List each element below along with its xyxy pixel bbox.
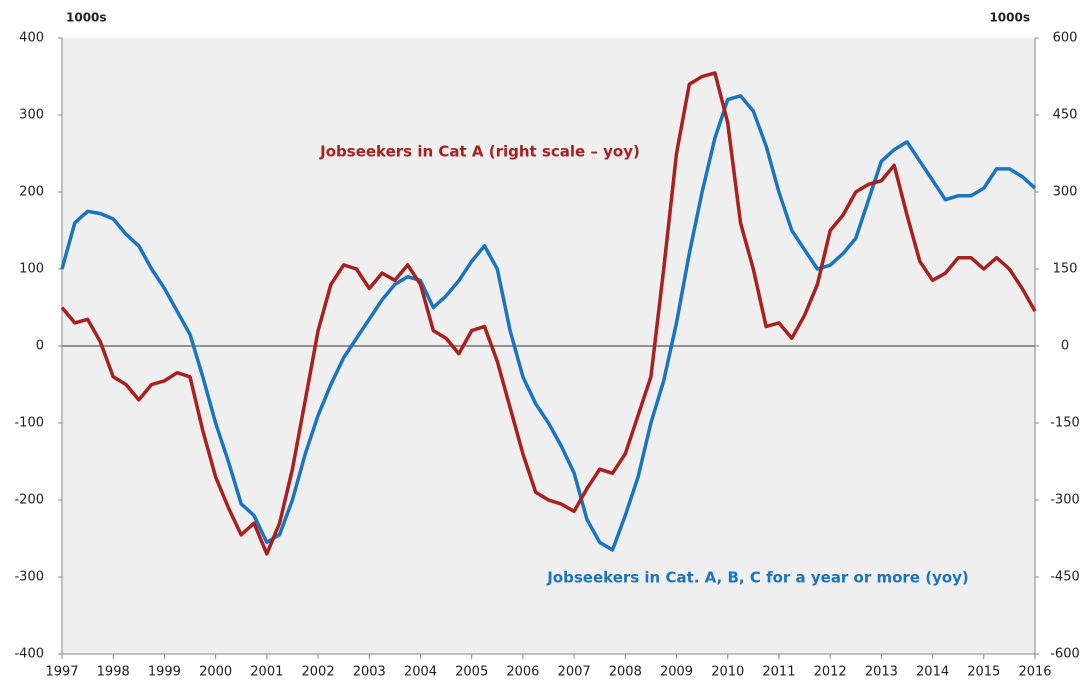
x-tick-label: 1998 <box>97 665 130 680</box>
y-unit: 1000s <box>66 11 107 25</box>
y-tick-label: -200 <box>14 493 44 508</box>
series-line <box>60 71 1037 556</box>
y-tick-label: 300 <box>19 108 44 123</box>
y-tick-label: 200 <box>19 185 44 200</box>
y2-unit: 1000s <box>989 11 1030 25</box>
y2-tick-label: -150 <box>1050 416 1080 431</box>
x-tick-label: 2016 <box>1018 665 1051 680</box>
x-tick-label: 2002 <box>302 665 335 680</box>
y-tick-label: -100 <box>14 416 44 431</box>
x-tick-label: 2006 <box>506 665 539 680</box>
x-tick-label: 2005 <box>455 665 488 680</box>
y-tick-label: 100 <box>19 262 44 277</box>
y2-tick-label: 600 <box>1053 31 1078 46</box>
y2-tick-label: -450 <box>1050 570 1080 585</box>
x-tick-label: 2012 <box>814 665 847 680</box>
y2-tick-label: -300 <box>1050 493 1080 508</box>
x-tick-label: 2011 <box>762 665 795 680</box>
y2-tick-label: -600 <box>1050 647 1080 662</box>
x-tick-label: 2007 <box>558 665 591 680</box>
x-tick-label: 2001 <box>250 665 283 680</box>
x-tick-label: 2010 <box>711 665 744 680</box>
x-tick-label: 2004 <box>404 665 437 680</box>
x-tick-label: 2015 <box>967 665 1000 680</box>
y-tick-label: -400 <box>14 647 44 662</box>
y2-tick-label: 0 <box>1061 339 1069 354</box>
y2-tick-label: 450 <box>1053 108 1078 123</box>
x-tick-label: 2009 <box>660 665 693 680</box>
y-tick-label: 400 <box>19 31 44 46</box>
x-tick-label: 1999 <box>148 665 181 680</box>
series-line <box>60 94 1037 552</box>
series-label: Jobseekers in Cat. A, B, C for a year or… <box>546 569 969 587</box>
y-tick-label: -300 <box>14 570 44 585</box>
x-tick-label: 2013 <box>865 665 898 680</box>
x-tick-label: 2008 <box>609 665 642 680</box>
series-label: Jobseekers in Cat A (right scale – yoy) <box>319 143 640 161</box>
y2-tick-label: 300 <box>1053 185 1078 200</box>
x-tick-label: 1997 <box>45 665 78 680</box>
y2-tick-label: 150 <box>1053 262 1078 277</box>
x-tick-label: 2014 <box>916 665 949 680</box>
x-tick-label: 2000 <box>199 665 232 680</box>
y-tick-label: 0 <box>36 339 44 354</box>
x-tick-label: 2003 <box>353 665 386 680</box>
